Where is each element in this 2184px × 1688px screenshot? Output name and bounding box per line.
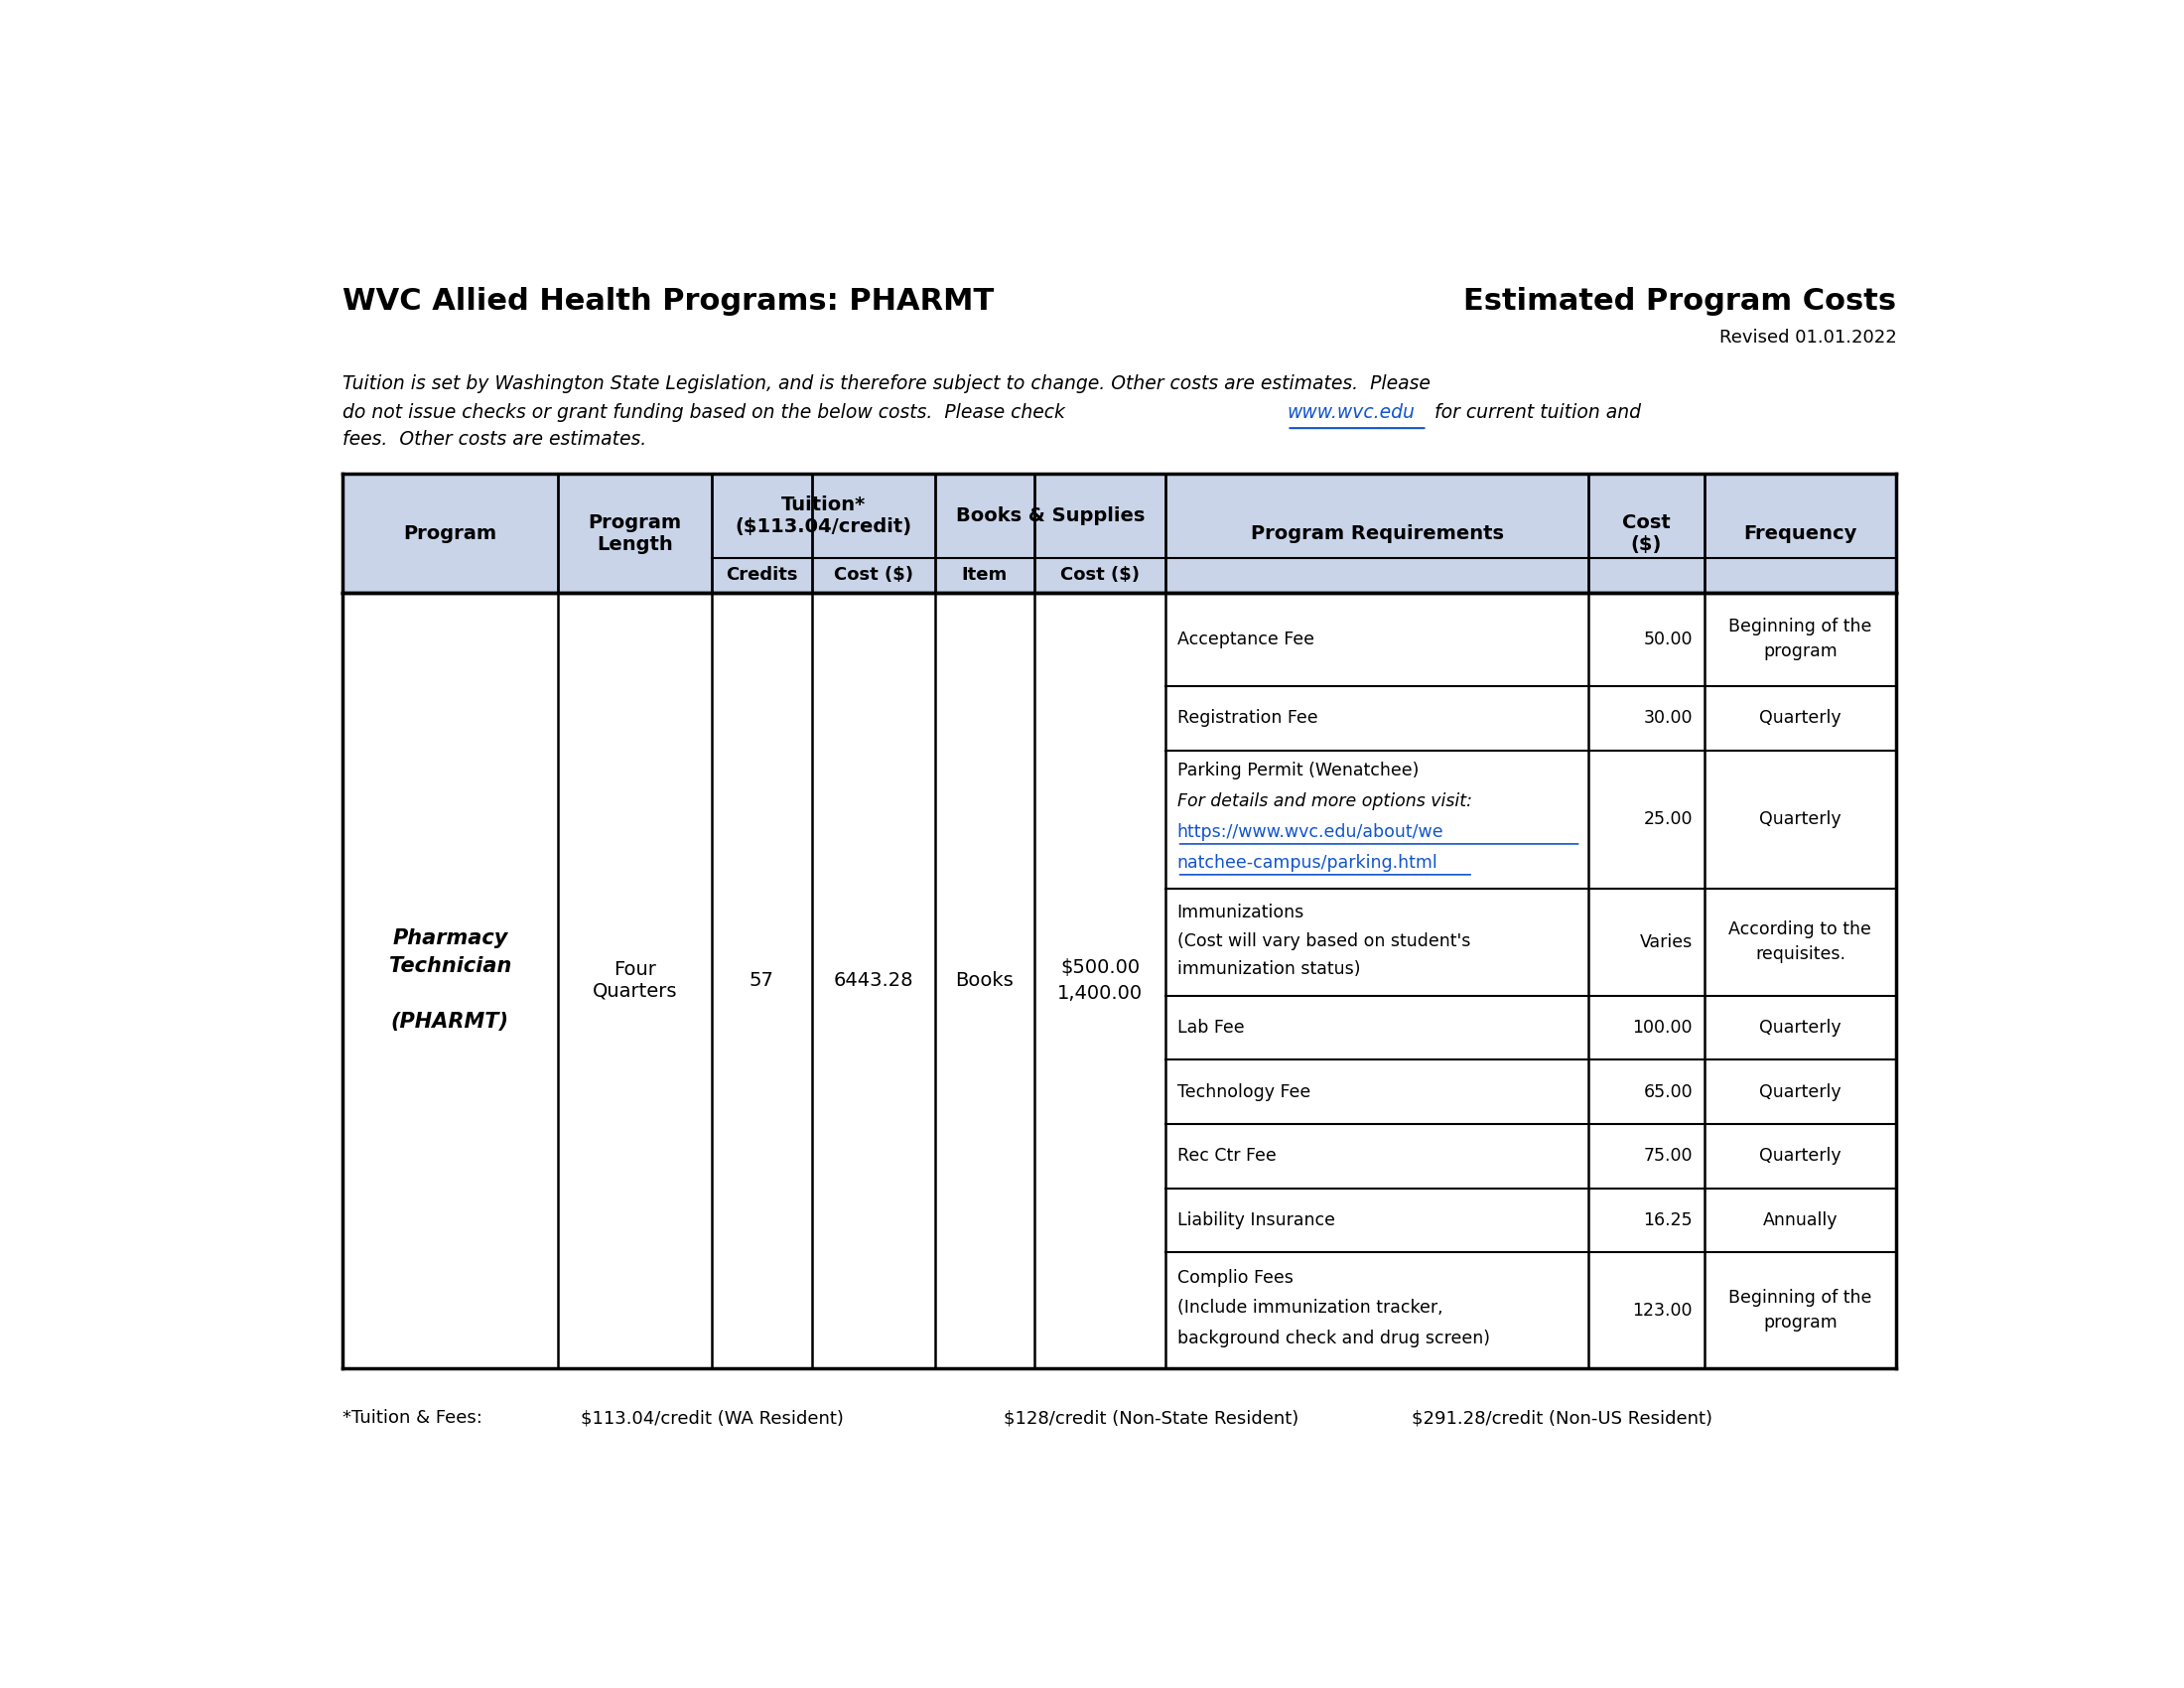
Text: (Include immunization tracker,: (Include immunization tracker,	[1177, 1300, 1444, 1317]
Text: Program: Program	[404, 523, 496, 542]
Text: 6443.28: 6443.28	[832, 971, 913, 989]
Text: For details and more options visit:: For details and more options visit:	[1177, 793, 1472, 810]
Text: Revised 01.01.2022: Revised 01.01.2022	[1719, 329, 1896, 346]
Text: 123.00: 123.00	[1631, 1301, 1693, 1320]
Text: Quarterly: Quarterly	[1758, 810, 1841, 829]
Text: Item: Item	[961, 567, 1007, 584]
Text: 30.00: 30.00	[1642, 709, 1693, 728]
Text: 65.00: 65.00	[1642, 1084, 1693, 1101]
Text: Quarterly: Quarterly	[1758, 1020, 1841, 1036]
Text: Liability Insurance: Liability Insurance	[1177, 1212, 1334, 1229]
Text: https://www.wvc.edu/about/we: https://www.wvc.edu/about/we	[1177, 824, 1444, 841]
Text: Beginning of the
program: Beginning of the program	[1728, 1290, 1872, 1332]
Text: Credits: Credits	[725, 567, 797, 584]
Text: Quarterly: Quarterly	[1758, 709, 1841, 728]
Text: 16.25: 16.25	[1642, 1212, 1693, 1229]
Text: do not issue checks or grant funding based on the below costs.  Please check: do not issue checks or grant funding bas…	[343, 403, 1070, 422]
Text: Lab Fee: Lab Fee	[1177, 1020, 1245, 1036]
Text: $128/credit (Non-State Resident): $128/credit (Non-State Resident)	[1005, 1409, 1299, 1426]
Text: Frequency: Frequency	[1743, 523, 1856, 542]
Text: background check and drug screen): background check and drug screen)	[1177, 1330, 1489, 1347]
Text: Rec Ctr Fee: Rec Ctr Fee	[1177, 1148, 1275, 1165]
Text: Cost ($): Cost ($)	[834, 567, 913, 584]
Text: $500.00
1,400.00: $500.00 1,400.00	[1057, 957, 1142, 1003]
Text: fees.  Other costs are estimates.: fees. Other costs are estimates.	[343, 430, 646, 449]
Text: Beginning of the
program: Beginning of the program	[1728, 618, 1872, 660]
Text: 25.00: 25.00	[1642, 810, 1693, 829]
Text: Immunizations: Immunizations	[1177, 903, 1304, 922]
Text: 75.00: 75.00	[1642, 1148, 1693, 1165]
Text: $291.28/credit (Non-US Resident): $291.28/credit (Non-US Resident)	[1411, 1409, 1712, 1426]
Text: Acceptance Fee: Acceptance Fee	[1177, 630, 1315, 648]
Text: Pharmacy
Technician

(PHARMT): Pharmacy Technician (PHARMT)	[389, 928, 511, 1031]
Text: *Tuition & Fees:: *Tuition & Fees:	[343, 1409, 483, 1426]
Text: Tuition is set by Washington State Legislation, and is therefore subject to chan: Tuition is set by Washington State Legis…	[343, 375, 1431, 393]
Text: Complio Fees: Complio Fees	[1177, 1269, 1293, 1286]
Text: Varies: Varies	[1640, 933, 1693, 950]
Text: Quarterly: Quarterly	[1758, 1148, 1841, 1165]
Bar	[343, 474, 1896, 592]
Text: According to the
requisites.: According to the requisites.	[1730, 920, 1872, 964]
Text: immunization status): immunization status)	[1177, 960, 1361, 977]
Text: 50.00: 50.00	[1642, 630, 1693, 648]
Text: natchee-campus/parking.html: natchee-campus/parking.html	[1177, 854, 1437, 873]
Text: Cost ($): Cost ($)	[1061, 567, 1140, 584]
Text: Cost
($): Cost ($)	[1623, 513, 1671, 554]
Text: (Cost will vary based on student's: (Cost will vary based on student's	[1177, 932, 1470, 950]
Text: Registration Fee: Registration Fee	[1177, 709, 1317, 728]
Text: for current tuition and: for current tuition and	[1428, 403, 1640, 422]
Text: Parking Permit (Wenatchee): Parking Permit (Wenatchee)	[1177, 761, 1420, 780]
Text: WVC Allied Health Programs: PHARMT: WVC Allied Health Programs: PHARMT	[343, 287, 994, 316]
Text: 57: 57	[749, 971, 773, 989]
Text: Program
Length: Program Length	[587, 513, 681, 554]
Text: Technology Fee: Technology Fee	[1177, 1084, 1310, 1101]
Text: Four
Quarters: Four Quarters	[592, 960, 677, 1001]
Text: Quarterly: Quarterly	[1758, 1084, 1841, 1101]
Text: Tuition*
($113.04/credit): Tuition* ($113.04/credit)	[734, 496, 911, 537]
Text: www.wvc.edu: www.wvc.edu	[1286, 403, 1415, 422]
Text: $113.04/credit (WA Resident): $113.04/credit (WA Resident)	[581, 1409, 843, 1426]
Text: Program Requirements: Program Requirements	[1251, 523, 1503, 542]
Text: Annually: Annually	[1762, 1212, 1837, 1229]
Text: Books: Books	[957, 971, 1013, 989]
Text: 100.00: 100.00	[1631, 1020, 1693, 1036]
Text: Books & Supplies: Books & Supplies	[957, 506, 1144, 525]
Text: Estimated Program Costs: Estimated Program Costs	[1463, 287, 1896, 316]
